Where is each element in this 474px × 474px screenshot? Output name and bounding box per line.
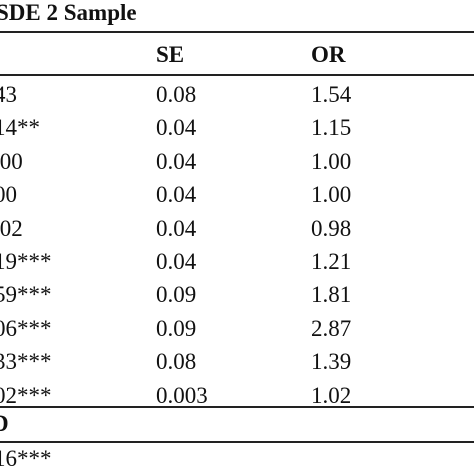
cell-or: 1.54	[311, 82, 352, 107]
cell-se: 0.003	[156, 382, 208, 408]
cell-coef: 02***	[0, 382, 52, 408]
cell-coef: 14**	[0, 115, 40, 141]
cell-coef: .02	[0, 215, 23, 241]
cell-se: 0.04	[156, 182, 197, 208]
cell-se: 0.08	[156, 349, 197, 375]
cell-coef: 19***	[0, 248, 52, 274]
cell-se: 0.04	[156, 115, 197, 141]
header-row: SE OR	[0, 42, 474, 70]
header-or: OR	[311, 42, 346, 67]
header-rule	[0, 74, 474, 76]
cell-or: 1.00	[311, 148, 352, 174]
cell-or: 0.98	[311, 215, 352, 241]
table-body: 43 0.08 1.54 14** 0.04 1.15 .00 0.04 1.0…	[0, 80, 474, 414]
table-row: .00 0.04 1.00	[0, 147, 474, 180]
cell-or: 1.21	[311, 248, 352, 274]
header-se: SE	[156, 42, 185, 67]
cell-coef: 06***	[0, 315, 52, 341]
cell-or: 1.00	[311, 182, 352, 208]
cell-coef: 00	[0, 182, 17, 208]
cell-coef: 43	[0, 82, 17, 107]
cell-se: 0.04	[156, 248, 197, 274]
cell-or: 2.87	[311, 315, 352, 341]
table-row: 59*** 0.09 1.81	[0, 280, 474, 313]
cell-se: 0.09	[156, 315, 197, 341]
section-label: D	[0, 411, 9, 436]
cell-coef: .00	[0, 148, 23, 174]
table-row: 00 0.04 1.00	[0, 180, 474, 213]
cell-se: 0.04	[156, 215, 197, 241]
cell-or: 1.02	[311, 382, 352, 408]
table-row: 16***	[0, 446, 52, 471]
cell-se: 0.09	[156, 282, 197, 308]
table-row: .02 0.04 0.98	[0, 214, 474, 247]
table-row: 02*** 0.003 1.02	[0, 381, 474, 414]
table-row: 06*** 0.09 2.87	[0, 314, 474, 347]
table-title: SDE 2 Sample	[0, 0, 137, 25]
table-row: 19*** 0.04 1.21	[0, 247, 474, 280]
cell-se: 0.08	[156, 82, 197, 107]
table-row: 43 0.08 1.54	[0, 80, 474, 113]
cell-se: 0.04	[156, 148, 197, 174]
cell-or: 1.81	[311, 282, 352, 308]
table-row: 33*** 0.08 1.39	[0, 347, 474, 380]
cell-coef: 59***	[0, 282, 52, 308]
cell-or: 1.15	[311, 115, 352, 141]
section-rule-bottom	[0, 441, 474, 443]
cell-or: 1.39	[311, 349, 352, 375]
table-row: 14** 0.04 1.15	[0, 113, 474, 146]
top-rule	[0, 31, 474, 33]
cell-coef: 33***	[0, 349, 52, 375]
section-rule-top	[0, 406, 474, 408]
